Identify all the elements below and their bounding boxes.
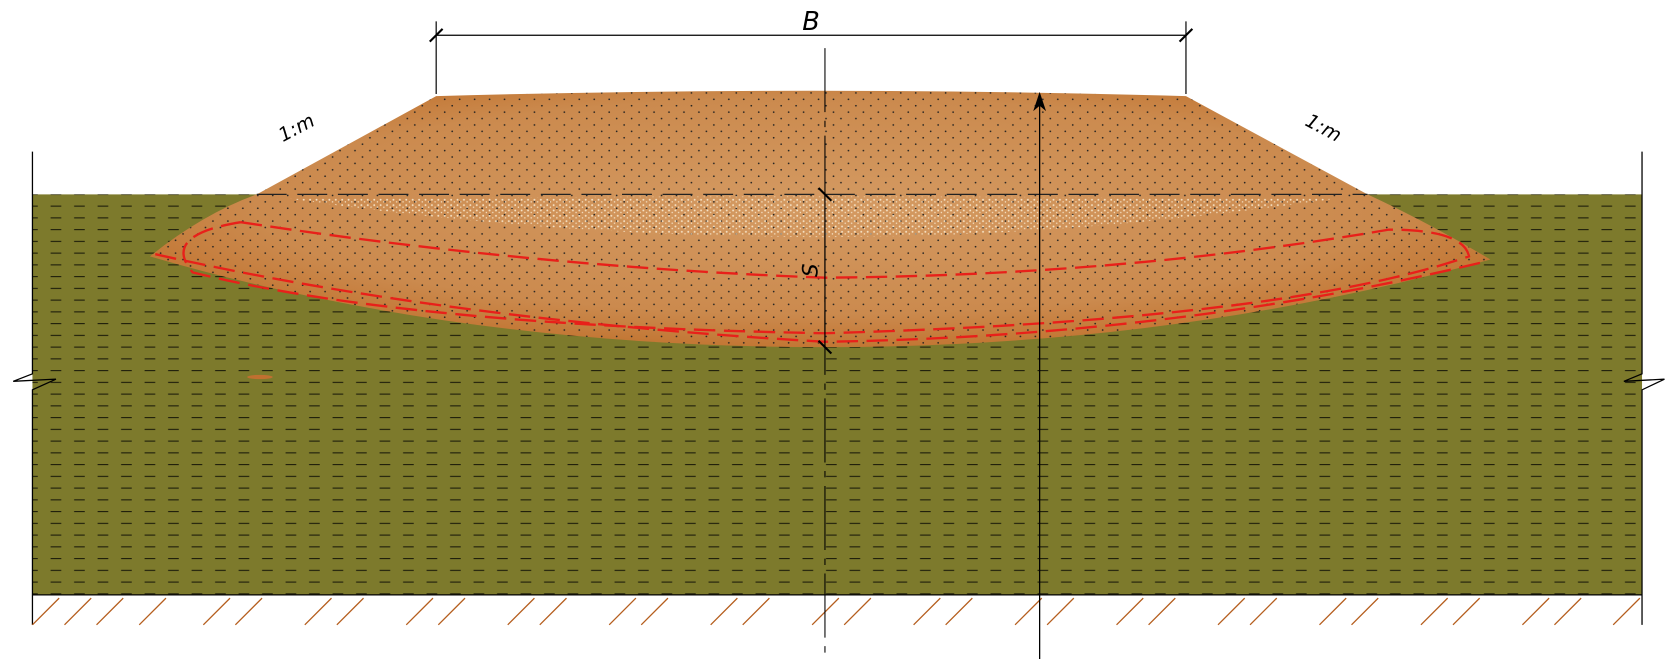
settlement-label: S: [798, 263, 823, 277]
base-hatch: [31, 597, 1641, 626]
left-slope-label: 1:m: [274, 109, 318, 147]
boundaries: [12, 151, 1665, 625]
dimension-b: [429, 21, 1194, 94]
survey-arrow: [1033, 91, 1047, 112]
right-slope-label: 1:m: [1302, 109, 1346, 147]
small-lens: [247, 374, 273, 380]
sand-zone: [288, 196, 1336, 238]
width-label: B: [802, 7, 820, 37]
dimension-s: [817, 187, 833, 355]
